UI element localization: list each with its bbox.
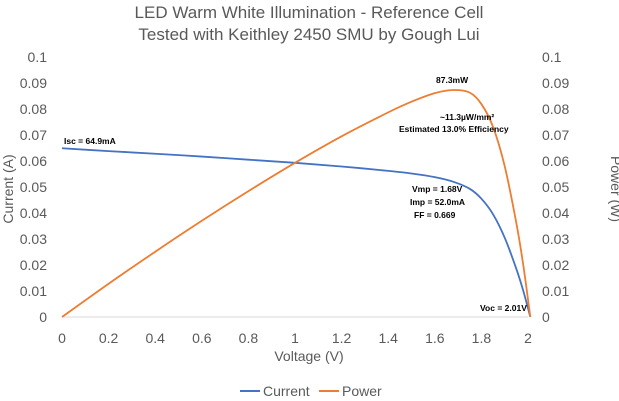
legend-power-label: Power [342,383,382,399]
y-tick-label: 0.02 [20,257,47,273]
x-tick-label: 0.2 [99,330,119,346]
y-axis-title: Current (A) [0,154,16,223]
y-tick-label: 0.1 [28,49,48,65]
y2-tick-label: 0.03 [542,231,569,247]
chart-title-line-1: LED Warm White Illumination - Reference … [135,3,484,22]
y-tick-label: 0.09 [20,75,47,91]
y-tick-label: 0 [39,309,47,325]
x-axis-title: Voltage (V) [274,348,343,364]
ff-annotation: FF = 0.669 [414,210,456,220]
series-line-current [61,147,532,318]
series-line-power [61,89,532,318]
y2-tick-label: 0.1 [542,49,562,65]
y-tick-label: 0.04 [20,205,47,221]
y2-tick-label: 0.02 [542,257,569,273]
y2-tick-label: 0 [542,309,550,325]
y-tick-label: 0.03 [20,231,47,247]
x-tick-labels: 0 0.2 0.4 0.6 0.8 1 1.2 1.4 1.6 1.8 2 [58,330,532,346]
voc-annotation: Voc = 2.01V [480,303,527,313]
efficiency-annotation: Estimated 13.0% Efficiency [399,124,509,134]
y-tick-label: 0.06 [20,153,47,169]
legend: Current Power [240,383,382,399]
y2-tick-label: 0.07 [542,127,569,143]
series-lines [61,89,532,318]
chart-title-line-2: Tested with Keithley 2450 SMU by Gough L… [138,25,479,44]
isc-annotation: Isc = 64.9mA [64,136,116,146]
y2-tick-label: 0.04 [542,205,569,221]
imp-annotation: Imp = 52.0mA [410,197,465,207]
y-tick-label: 0.05 [20,179,47,195]
y2-tick-label: 0.05 [542,179,569,195]
x-tick-label: 1.2 [332,330,352,346]
x-tick-label: 1.4 [378,330,398,346]
y2-tick-labels: 0 0.01 0.02 0.03 0.04 0.05 0.06 0.07 0.08 0.09 0.1 [542,49,569,325]
y-tick-labels: 0 0.01 0.02 0.03 0.04 0.05 0.06 0.07 0.08 0.09 0.1 [20,49,47,325]
y2-tick-label: 0.09 [542,75,569,91]
legend-current-label: Current [263,383,310,399]
x-tick-label: 1.6 [425,330,445,346]
x-tick-label: 0 [58,330,66,346]
x-tick-label: 2 [524,330,532,346]
x-tick-label: 1 [291,330,299,346]
y2-tick-label: 0.01 [542,283,569,299]
y2-axis-title: Power (W) [608,156,619,222]
vmp-annotation: Vmp = 1.68V [412,184,463,194]
x-tick-label: 0.6 [192,330,212,346]
x-tick-label: 1.8 [472,330,492,346]
y2-tick-label: 0.08 [542,101,569,117]
y2-tick-label: 0.06 [542,153,569,169]
x-tick-label: 0.8 [239,330,259,346]
max-power-annotation: 87.3mW [436,75,469,85]
x-tick-label: 0.4 [145,330,165,346]
y-tick-label: 0.01 [20,283,47,299]
irradiance-annotation: ~11.3µW/mm² [440,112,494,122]
y-tick-label: 0.08 [20,101,47,117]
y-tick-label: 0.07 [20,127,47,143]
